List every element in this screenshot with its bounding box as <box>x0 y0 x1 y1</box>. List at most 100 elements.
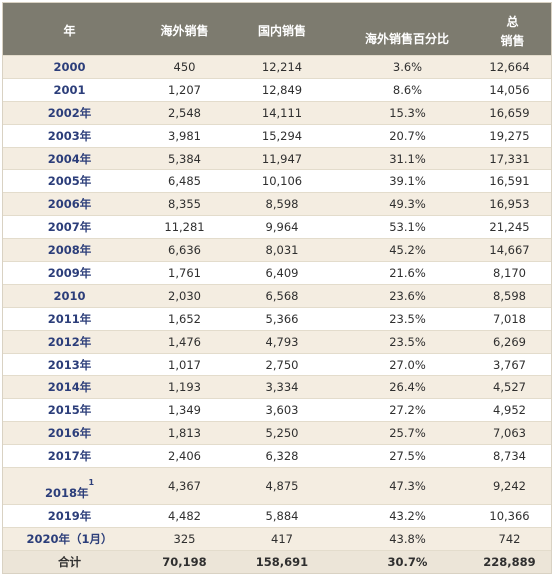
cell-overseas-pct: 15.3% <box>389 105 426 120</box>
cell-overseas: 1,193 <box>168 380 201 395</box>
table-header: 年 海外销售 国内销售 海外销售百分比 总 销售 <box>3 3 551 55</box>
cell-year: 2015年 <box>47 403 92 418</box>
cell-overseas-pct: 43.8% <box>389 531 426 546</box>
cell-overseas: 1,207 <box>168 82 201 97</box>
cell-total: 10,366 <box>489 508 530 523</box>
cell-overseas-pct: 8.6% <box>392 82 423 97</box>
cell-domestic: 8,031 <box>265 243 299 258</box>
cell-total: 19,275 <box>489 128 530 143</box>
cell-overseas-pct: 27.2% <box>389 403 426 418</box>
cell-domestic: 9,964 <box>265 220 299 235</box>
cell-overseas: 8,355 <box>168 197 201 212</box>
cell-year: 2016年 <box>47 426 92 441</box>
cell-overseas-pct: 23.5% <box>389 311 426 326</box>
cell-year: 2004年 <box>47 151 92 166</box>
table-row: 2012年 1,476 4,793 23.5% 6,269 <box>3 329 551 353</box>
cell-total: 17,331 <box>489 151 530 166</box>
cell-domestic: 6,568 <box>265 288 299 303</box>
table-row: 2014年 1,193 3,334 26.4% 4,527 <box>3 375 551 399</box>
table-row: 2018年1 4,367 4,875 47.3% 9,242 <box>3 467 551 505</box>
header-year: 年 <box>63 24 76 38</box>
cell-total: 4,952 <box>493 403 526 418</box>
cell-year: 2018年1 <box>3 478 136 500</box>
cell-domestic: 417 <box>271 531 293 546</box>
cell-overseas: 1,652 <box>168 311 201 326</box>
cell-domestic: 14,111 <box>261 105 303 120</box>
cell-domestic: 8,598 <box>265 197 299 212</box>
cell-year: 2020年（1月） <box>26 531 113 546</box>
table-row: 2011年 1,652 5,366 23.5% 7,018 <box>3 306 551 330</box>
header-total-line1: 总 <box>506 15 519 29</box>
cell-domestic: 6,328 <box>265 449 299 464</box>
cell-year: 2014年 <box>47 380 92 395</box>
cell-year: 2007年 <box>47 220 92 235</box>
cell-overseas-pct: 20.7% <box>389 128 426 143</box>
cell-overseas: 6,636 <box>168 243 201 258</box>
cell-total: 8,170 <box>493 265 526 280</box>
cell-domestic: 4,875 <box>265 479 299 494</box>
cell-overseas-pct: 27.0% <box>389 357 426 372</box>
cell-domestic: 2,750 <box>265 357 299 372</box>
cell-overseas: 5,384 <box>168 151 201 166</box>
table-row: 2008年 6,636 8,031 45.2% 14,667 <box>3 238 551 262</box>
total-domestic: 158,691 <box>255 554 309 569</box>
sales-table: 年 海外销售 国内销售 海外销售百分比 总 销售 2000 450 12,214 3.… <box>2 2 552 574</box>
table-row: 2005年 6,485 10,106 39.1% 16,591 <box>3 169 551 193</box>
cell-overseas: 6,485 <box>168 174 201 189</box>
cell-total: 16,591 <box>489 174 530 189</box>
cell-overseas-pct: 31.1% <box>389 151 426 166</box>
table-row: 2015年 1,349 3,603 27.2% 4,952 <box>3 398 551 422</box>
cell-overseas: 1,761 <box>168 265 201 280</box>
cell-year: 2017年 <box>47 449 92 464</box>
cell-year: 2010 <box>53 288 86 303</box>
cell-domestic: 10,106 <box>261 174 303 189</box>
cell-overseas: 4,482 <box>168 508 201 523</box>
table-row: 2002年 2,548 14,111 15.3% 16,659 <box>3 100 551 124</box>
cell-year: 2019年 <box>47 508 92 523</box>
cell-domestic: 4,793 <box>265 334 299 349</box>
cell-overseas-pct: 23.5% <box>389 334 426 349</box>
cell-domestic: 3,603 <box>265 403 299 418</box>
cell-total: 14,056 <box>489 82 530 97</box>
cell-year: 2012年 <box>47 334 92 349</box>
cell-domestic: 6,409 <box>265 265 299 280</box>
cell-overseas-pct: 53.1% <box>389 220 426 235</box>
header-domestic: 国内销售 <box>257 24 306 38</box>
table-row: 2009年 1,761 6,409 21.6% 8,170 <box>3 261 551 284</box>
cell-total: 7,063 <box>493 426 526 441</box>
table-row: 2020年（1月） 325 417 43.8% 742 <box>3 526 551 550</box>
cell-overseas: 3,981 <box>168 128 201 143</box>
cell-total: 8,734 <box>493 449 526 464</box>
cell-year: 2000 <box>53 59 86 74</box>
table-row: 2000 450 12,214 3.6% 12,664 <box>3 55 551 78</box>
cell-total: 7,018 <box>493 311 526 326</box>
cell-year: 2005年 <box>47 174 92 189</box>
cell-overseas: 11,281 <box>164 220 205 235</box>
cell-year: 2002年 <box>47 105 92 120</box>
cell-overseas: 450 <box>173 59 196 74</box>
total-overseas: 70,198 <box>162 554 207 569</box>
cell-total: 16,953 <box>489 197 530 212</box>
cell-year: 2009年 <box>47 265 92 280</box>
cell-domestic: 3,334 <box>265 380 299 395</box>
cell-overseas-pct: 39.1% <box>389 174 426 189</box>
cell-domestic: 15,294 <box>261 128 303 143</box>
footnote-marker: 1 <box>88 478 95 488</box>
cell-total: 742 <box>498 531 521 546</box>
cell-overseas: 1,349 <box>168 403 201 418</box>
cell-overseas-pct: 43.2% <box>389 508 426 523</box>
cell-domestic: 11,947 <box>261 151 303 166</box>
table-row: 2004年 5,384 11,947 31.1% 17,331 <box>3 146 551 170</box>
table-row: 2001 1,207 12,849 8.6% 14,056 <box>3 77 551 101</box>
cell-domestic: 5,366 <box>265 311 299 326</box>
cell-domestic: 5,250 <box>265 426 299 441</box>
table-row: 2010 2,030 6,568 23.6% 8,598 <box>3 283 551 307</box>
cell-total: 6,269 <box>493 334 526 349</box>
cell-overseas: 1,476 <box>168 334 201 349</box>
cell-domestic: 5,884 <box>265 508 299 523</box>
cell-year: 2011年 <box>47 311 92 326</box>
cell-year-text: 2018年 <box>44 486 89 501</box>
cell-overseas-pct: 3.6% <box>392 59 423 74</box>
table-body: 2000 450 12,214 3.6% 12,664 2001 1,207 12,849 8.… <box>3 55 551 550</box>
total-row: 合计 70,198 158,691 30.7% 228,889 <box>3 549 551 573</box>
